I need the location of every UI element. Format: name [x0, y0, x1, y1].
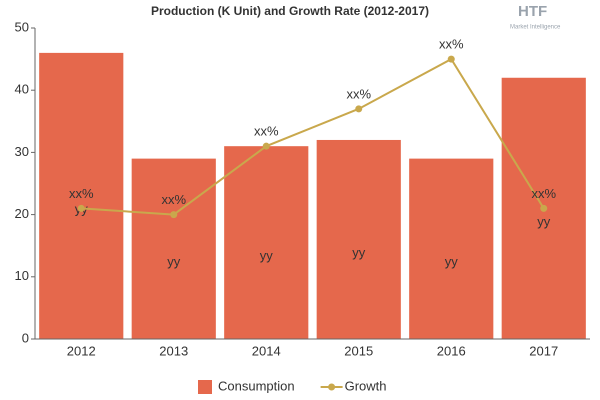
- x-tick-label: 2015: [344, 343, 373, 358]
- y-tick-label: 20: [15, 206, 29, 221]
- point-value-label: xx%: [531, 186, 556, 201]
- logo-subtitle: Market Intelligence: [510, 25, 561, 31]
- point-value-label: xx%: [254, 124, 279, 139]
- point-value-label: xx%: [346, 86, 371, 101]
- chart-title: Production (K Unit) and Growth Rate (201…: [151, 4, 429, 18]
- point: [540, 204, 548, 212]
- point: [262, 142, 270, 150]
- bar-value-label: yy: [445, 254, 459, 269]
- bar: [224, 146, 309, 339]
- x-tick-label: 2012: [67, 343, 96, 358]
- point-value-label: xx%: [69, 186, 94, 201]
- point: [355, 105, 363, 113]
- point-value-label: xx%: [161, 192, 186, 207]
- line: [81, 57, 545, 216]
- x-tick-label: 2016: [437, 343, 466, 358]
- x-tick-label: 2017: [529, 343, 558, 358]
- bar: [409, 158, 494, 339]
- point: [447, 55, 455, 63]
- bar: [316, 139, 401, 339]
- x-tick-label: 2013: [159, 343, 188, 358]
- y-tick-label: 0: [22, 330, 29, 345]
- point-value-label: xx%: [439, 37, 464, 52]
- point: [77, 204, 85, 212]
- bar-value-label: yy: [260, 248, 274, 263]
- logo-title: HTF: [518, 3, 547, 20]
- bar-value-label: yy: [167, 254, 181, 269]
- y-tick-label: 30: [15, 144, 29, 159]
- legend-label: Growth: [345, 378, 387, 393]
- bar-value-label: yy: [537, 214, 551, 229]
- legend-label: Consumption: [218, 378, 295, 393]
- legend-swatch: [328, 383, 336, 391]
- y-tick-label: 10: [15, 268, 29, 283]
- point: [170, 211, 178, 219]
- bar: [39, 52, 124, 339]
- bar-value-label: yy: [352, 245, 366, 260]
- bar: [131, 158, 216, 339]
- legend-swatch: [198, 380, 212, 394]
- y-tick-label: 50: [15, 19, 29, 34]
- y-tick-label: 40: [15, 82, 29, 97]
- x-tick-label: 2014: [252, 343, 281, 358]
